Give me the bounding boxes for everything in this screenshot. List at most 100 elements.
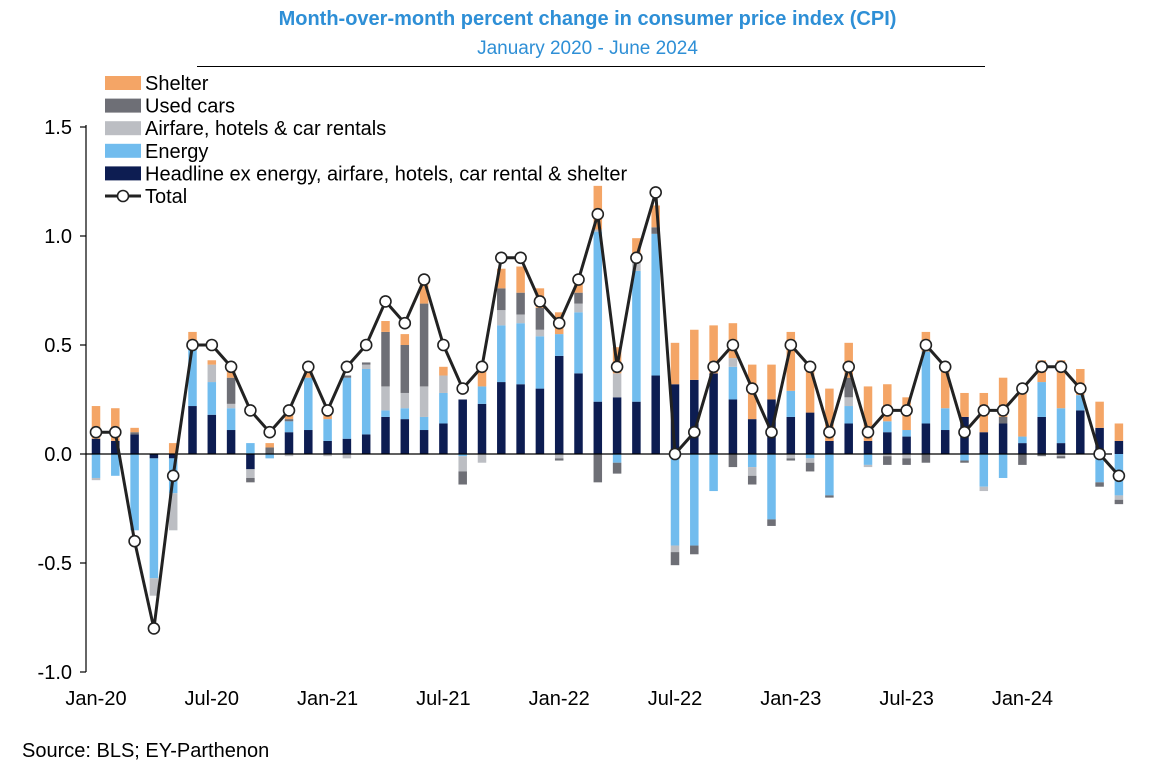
x-tick-label: Jan-22 [529, 688, 590, 710]
total-point [379, 295, 392, 308]
bar-energy [361, 368, 371, 435]
bar-energy [1018, 436, 1027, 444]
bar-airfare [902, 454, 911, 459]
y-tick-label: -0.5 [38, 553, 72, 575]
bar-headline_ex [786, 416, 796, 454]
bar-headline_ex [690, 379, 699, 454]
bar-energy [149, 458, 159, 579]
bar-shelter [690, 329, 699, 380]
bar-headline_ex [1018, 443, 1027, 454]
bar-headline_ex [111, 440, 120, 454]
total-point [244, 404, 257, 417]
legend-swatch-headline_ex [105, 166, 141, 181]
bar-energy [747, 454, 757, 468]
bar-headline_ex [593, 401, 603, 454]
total-point [880, 404, 894, 417]
bar-airfare [805, 458, 815, 463]
bar-airfare [1056, 454, 1066, 457]
bar-used_cars [381, 331, 390, 387]
bar-headline_ex [1114, 440, 1124, 454]
total-point [89, 425, 103, 439]
bar-shelter [168, 443, 178, 454]
bar-headline_ex [863, 440, 873, 454]
total-point [977, 404, 991, 417]
bar-energy [940, 408, 950, 431]
total-point [687, 425, 701, 439]
bar-headline_ex [207, 414, 217, 454]
total-point [1016, 382, 1029, 395]
bar-energy [670, 454, 680, 546]
bar-airfare [574, 303, 583, 313]
bar-shelter [593, 185, 603, 230]
bar-energy [439, 392, 448, 424]
bar-energy [998, 454, 1008, 478]
bar-energy [284, 421, 294, 433]
x-tick-label: Jul-22 [648, 688, 702, 710]
bar-headline_ex [670, 384, 680, 454]
bar-headline_ex [497, 382, 506, 454]
bar-headline_ex [91, 438, 101, 454]
x-tick-label: Jul-23 [879, 688, 933, 710]
bar-used_cars [670, 552, 680, 566]
bar-shelter [1018, 384, 1027, 437]
bar-headline_ex [921, 423, 931, 454]
x-tick-label: Jan-21 [297, 688, 358, 710]
bar-used_cars [535, 307, 545, 330]
bar-headline_ex [1056, 443, 1066, 454]
total-point [610, 360, 624, 374]
bar-shelter [1056, 360, 1066, 409]
bar-energy [902, 430, 911, 437]
bar-energy [226, 408, 236, 431]
bar-energy [1056, 408, 1066, 444]
legend-label-headline_ex: Headline ex energy, airfare, hotels, car… [145, 163, 627, 185]
x-tick-label: Jul-20 [185, 688, 239, 710]
bar-headline_ex [1076, 410, 1085, 454]
bar-airfare [207, 364, 217, 383]
total-point [591, 207, 605, 221]
total-point [726, 338, 740, 352]
bar-shelter [130, 427, 139, 433]
bar-shelter [265, 443, 274, 448]
total-point [745, 382, 759, 395]
bar-energy [709, 454, 718, 492]
total-point [803, 360, 817, 374]
bar-headline_ex [979, 432, 989, 454]
bar-headline_ex [825, 440, 834, 454]
total-point [456, 382, 470, 395]
y-tick-label: 1.5 [44, 117, 72, 139]
bar-headline_ex [477, 403, 487, 454]
bar-airfare [497, 310, 506, 326]
total-point [823, 425, 836, 439]
bar-used_cars [883, 456, 892, 465]
bar-shelter [1076, 368, 1085, 396]
bar-airfare [246, 469, 255, 478]
bar-airfare [786, 454, 796, 459]
bar-used_cars [130, 432, 139, 435]
bar-headline_ex [342, 438, 352, 454]
bar-shelter [419, 281, 429, 304]
bar-energy [612, 454, 622, 463]
bar-headline_ex [535, 388, 545, 454]
bar-shelter [304, 368, 313, 378]
bar-headline_ex [902, 436, 911, 454]
bar-headline_ex [130, 434, 139, 454]
bar-headline_ex [149, 454, 159, 459]
bar-energy [728, 366, 738, 400]
bar-energy [477, 386, 487, 404]
bar-used_cars [458, 471, 467, 485]
total-point [1093, 447, 1106, 461]
bar-airfare [863, 464, 873, 468]
bar-headline_ex [381, 416, 390, 454]
bar-shelter [439, 366, 448, 376]
bar-shelter [381, 321, 390, 332]
bar-energy [91, 454, 101, 478]
bar-shelter [844, 342, 853, 378]
bar-energy [111, 454, 120, 476]
bar-used_cars [246, 477, 255, 483]
bar-energy [323, 419, 332, 441]
bar-used_cars [844, 377, 853, 398]
bar-airfare [439, 375, 448, 393]
bar-headline_ex [632, 401, 641, 454]
bar-used_cars [342, 375, 352, 378]
